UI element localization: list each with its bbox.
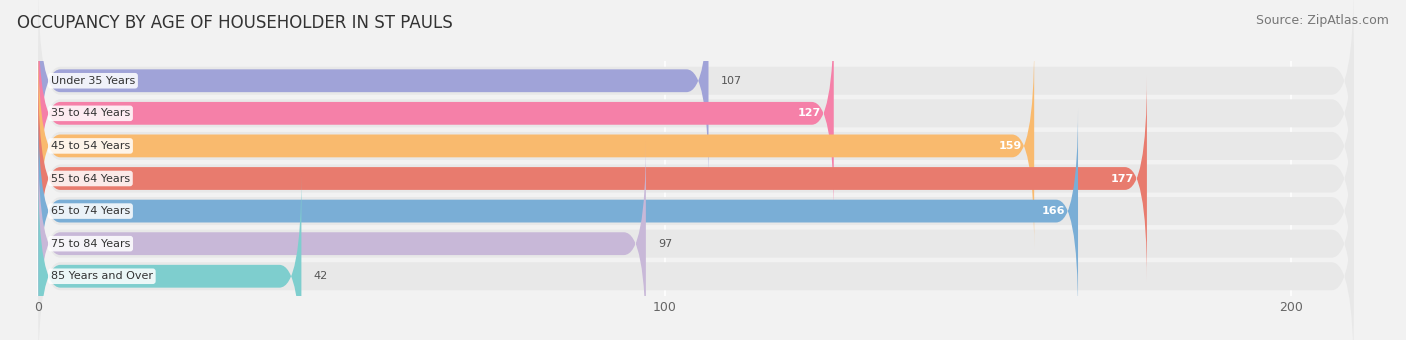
Text: 75 to 84 Years: 75 to 84 Years xyxy=(51,239,131,249)
Text: 159: 159 xyxy=(998,141,1022,151)
Text: 55 to 64 Years: 55 to 64 Years xyxy=(51,173,129,184)
FancyBboxPatch shape xyxy=(38,111,1354,311)
FancyBboxPatch shape xyxy=(38,76,1147,281)
Text: Source: ZipAtlas.com: Source: ZipAtlas.com xyxy=(1256,14,1389,27)
Text: 45 to 54 Years: 45 to 54 Years xyxy=(51,141,131,151)
Text: 42: 42 xyxy=(314,271,328,281)
FancyBboxPatch shape xyxy=(38,79,1354,278)
FancyBboxPatch shape xyxy=(38,0,1354,181)
Text: 35 to 44 Years: 35 to 44 Years xyxy=(51,108,131,118)
Text: 65 to 74 Years: 65 to 74 Years xyxy=(51,206,131,216)
Text: 97: 97 xyxy=(658,239,672,249)
Text: 127: 127 xyxy=(799,108,821,118)
Text: 166: 166 xyxy=(1042,206,1066,216)
FancyBboxPatch shape xyxy=(38,46,1354,246)
FancyBboxPatch shape xyxy=(38,176,1354,340)
FancyBboxPatch shape xyxy=(38,108,1078,314)
FancyBboxPatch shape xyxy=(38,141,645,340)
FancyBboxPatch shape xyxy=(38,11,834,216)
Text: 107: 107 xyxy=(721,76,742,86)
Text: 177: 177 xyxy=(1111,173,1135,184)
FancyBboxPatch shape xyxy=(38,174,301,340)
Text: Under 35 Years: Under 35 Years xyxy=(51,76,135,86)
FancyBboxPatch shape xyxy=(38,13,1354,214)
FancyBboxPatch shape xyxy=(38,143,1354,340)
FancyBboxPatch shape xyxy=(38,0,709,183)
Text: 85 Years and Over: 85 Years and Over xyxy=(51,271,153,281)
Text: OCCUPANCY BY AGE OF HOUSEHOLDER IN ST PAULS: OCCUPANCY BY AGE OF HOUSEHOLDER IN ST PA… xyxy=(17,14,453,32)
FancyBboxPatch shape xyxy=(38,43,1035,249)
